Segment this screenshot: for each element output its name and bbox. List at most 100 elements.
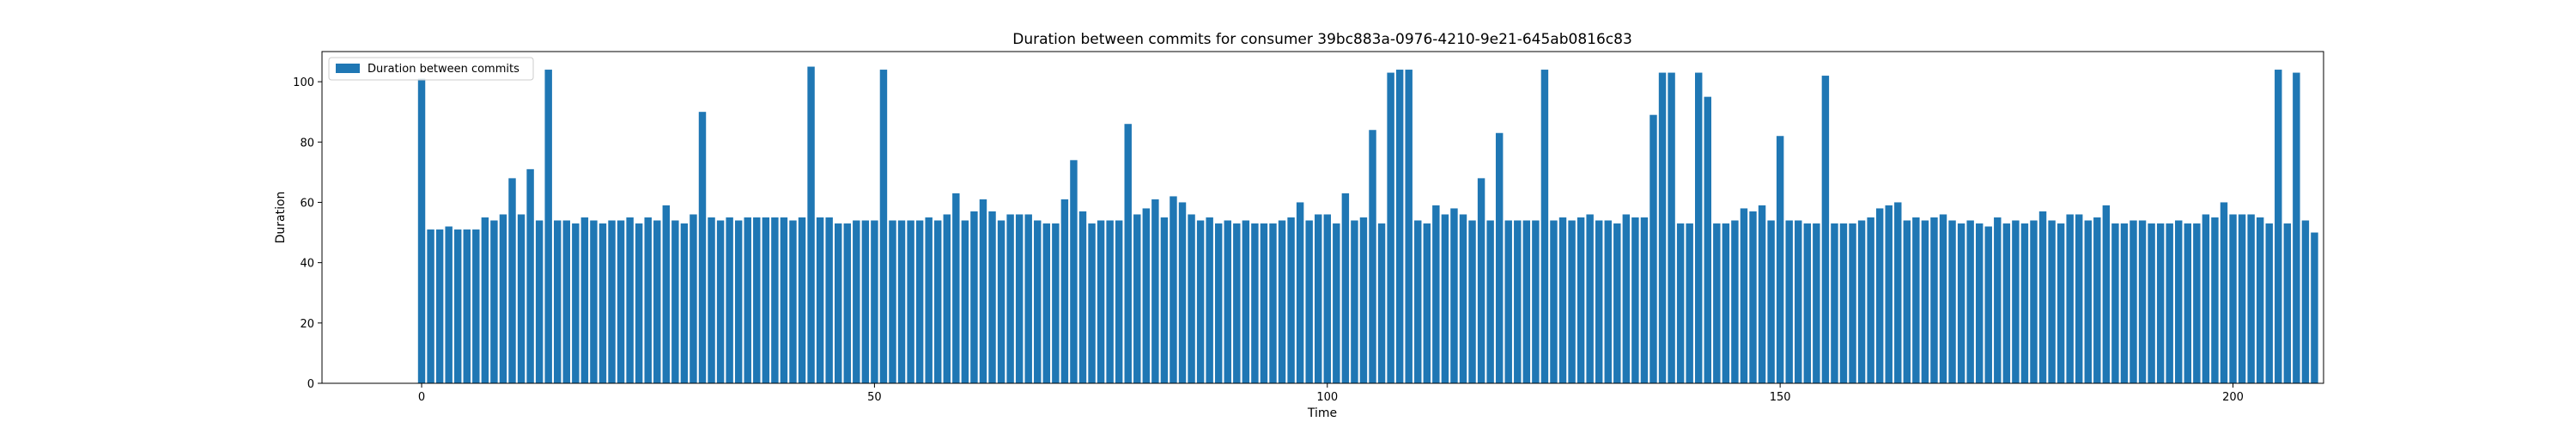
bar — [1459, 214, 1467, 383]
bar — [1695, 72, 1703, 383]
bar — [1369, 130, 1376, 384]
y-axis: 0 20 40 60 80 100 — [293, 76, 322, 391]
bar — [1414, 220, 1422, 383]
bar — [1233, 223, 1241, 383]
bar — [1975, 223, 1984, 383]
bar — [1966, 220, 1974, 383]
bar — [853, 220, 860, 383]
bar — [1468, 220, 1476, 383]
bar — [2138, 220, 2147, 383]
bar — [1749, 211, 1757, 383]
bar — [2030, 220, 2038, 383]
bar — [2002, 223, 2011, 383]
bar — [1957, 223, 1965, 383]
bar — [979, 199, 987, 383]
bar — [463, 229, 471, 383]
bar — [1395, 70, 1404, 384]
bar — [1170, 196, 1177, 383]
bar — [2066, 214, 2074, 383]
bar — [762, 217, 770, 383]
bar — [1649, 114, 1657, 383]
bar — [1785, 220, 1793, 383]
bar — [1613, 223, 1621, 383]
bar — [2057, 223, 2065, 383]
bar — [1405, 70, 1413, 384]
bar — [1867, 217, 1874, 383]
bar — [435, 229, 444, 383]
bar — [1722, 223, 1730, 383]
bar — [1015, 214, 1024, 383]
bar — [1124, 124, 1132, 383]
bar — [1269, 223, 1277, 383]
bar — [1432, 205, 1440, 383]
bar — [889, 220, 896, 383]
bar — [952, 193, 960, 383]
bar — [1377, 223, 1386, 383]
bar — [1676, 223, 1685, 383]
bar — [1595, 220, 1603, 383]
bar — [1196, 220, 1205, 383]
bar — [1387, 72, 1394, 383]
bar — [535, 220, 544, 383]
bar — [1323, 214, 1331, 383]
bar — [2247, 214, 2255, 383]
bar — [2311, 232, 2318, 383]
bar — [1206, 217, 1213, 383]
bar — [1296, 202, 1304, 383]
bar — [2293, 72, 2300, 383]
bar — [517, 214, 526, 383]
y-tick-label: 40 — [300, 258, 314, 271]
bar — [2093, 217, 2101, 383]
bar — [1188, 214, 1195, 383]
bar — [1930, 217, 1938, 383]
bar — [2211, 217, 2219, 383]
bar — [1631, 217, 1639, 383]
bar — [780, 217, 788, 383]
bar — [943, 214, 951, 383]
bar — [753, 217, 761, 383]
bar — [1305, 220, 1313, 383]
bar — [2148, 223, 2155, 383]
bar — [1052, 223, 1060, 383]
bar — [580, 217, 589, 383]
bar — [2238, 214, 2246, 383]
bar — [970, 211, 978, 383]
chart-title: Duration between commits for consumer 39… — [1012, 31, 1632, 48]
bar — [1078, 211, 1087, 383]
bar — [1495, 132, 1504, 383]
bar — [554, 220, 562, 383]
bar-group — [417, 66, 2318, 384]
bar — [1776, 136, 1784, 383]
bar — [626, 217, 634, 383]
bar — [1803, 223, 1812, 383]
bar — [2193, 223, 2201, 383]
bar — [1242, 220, 1250, 383]
bar — [1821, 76, 1830, 383]
bar — [816, 217, 824, 383]
bar — [1224, 220, 1231, 383]
bar — [2166, 223, 2173, 383]
bar — [2175, 220, 2183, 383]
bar — [1251, 223, 1259, 383]
y-axis-label: Duration — [274, 192, 288, 244]
bar — [1514, 220, 1522, 383]
bar — [598, 223, 607, 383]
bar — [1034, 220, 1042, 383]
bar — [925, 217, 933, 383]
bar — [1260, 223, 1268, 383]
bar — [2156, 223, 2165, 383]
bar — [1568, 220, 1576, 383]
bar — [1359, 217, 1368, 383]
x-axis-label: Time — [1307, 406, 1337, 420]
bar — [1831, 223, 1838, 383]
bar — [1849, 223, 1856, 383]
bar — [1994, 217, 2002, 383]
bar — [2048, 220, 2056, 383]
bar — [1658, 72, 1667, 383]
bar — [427, 229, 434, 383]
bar — [726, 217, 733, 383]
bar — [526, 168, 534, 383]
bar — [2184, 223, 2192, 383]
